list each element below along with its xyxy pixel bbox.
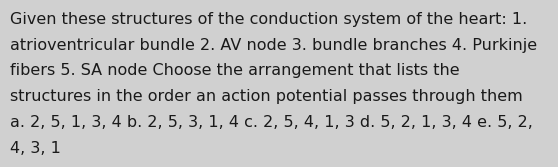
Text: structures in the order an action potential passes through them: structures in the order an action potent…	[10, 89, 523, 104]
Text: 4, 3, 1: 4, 3, 1	[10, 141, 61, 156]
Text: Given these structures of the conduction system of the heart: 1.: Given these structures of the conduction…	[10, 12, 527, 27]
Text: atrioventricular bundle 2. AV node 3. bundle branches 4. Purkinje: atrioventricular bundle 2. AV node 3. bu…	[10, 38, 537, 53]
Text: a. 2, 5, 1, 3, 4 b. 2, 5, 3, 1, 4 c. 2, 5, 4, 1, 3 d. 5, 2, 1, 3, 4 e. 5, 2,: a. 2, 5, 1, 3, 4 b. 2, 5, 3, 1, 4 c. 2, …	[10, 115, 533, 130]
Text: fibers 5. SA node Choose the arrangement that lists the: fibers 5. SA node Choose the arrangement…	[10, 63, 460, 78]
